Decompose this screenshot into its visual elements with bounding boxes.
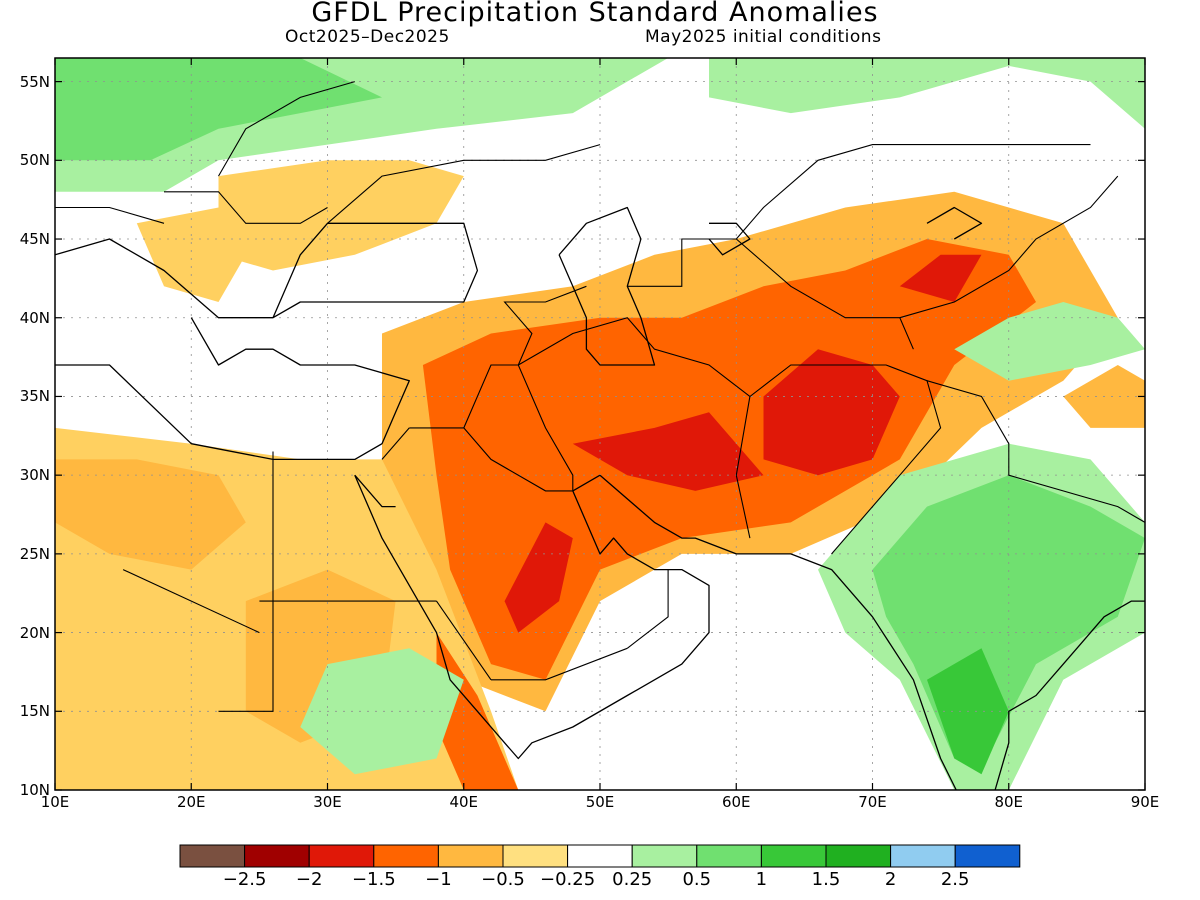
anomaly-region-afghanistan-very-dry <box>763 349 900 476</box>
colorbar-swatch <box>179 844 246 868</box>
country-border <box>381 427 410 460</box>
country-border <box>627 238 914 350</box>
lat-tick-label: 55N <box>19 72 50 91</box>
colorbar-label: 2.5 <box>940 869 970 890</box>
lat-tick-label: 35N <box>19 387 50 406</box>
coastline <box>926 206 983 240</box>
colorbar-swatch <box>954 844 1021 868</box>
lat-tick-label: 30N <box>19 466 50 485</box>
colorbar-swatch <box>825 844 892 868</box>
coastline <box>354 474 396 508</box>
colorbar-label: −1.5 <box>351 869 396 890</box>
anomaly-region-arabia-very-dry <box>504 522 573 633</box>
colorbar-label: 1 <box>755 869 768 890</box>
lon-tick-label: 30E <box>313 793 342 811</box>
colorbar-label: −1 <box>425 869 452 890</box>
colorbar-label: −2.5 <box>222 869 267 890</box>
anomaly-region-iraq-iran-very-dry <box>572 412 764 491</box>
lat-tick-label: 20N <box>19 623 50 642</box>
lon-tick-label: 90E <box>1130 793 1160 811</box>
anomaly-fill-layer <box>55 58 1145 790</box>
colorbar-swatch <box>308 844 375 868</box>
country-border <box>327 144 601 224</box>
anomaly-region-europe-north-wet-core <box>55 58 382 161</box>
country-border <box>164 191 328 224</box>
lat-tick-label: 40N <box>19 308 50 327</box>
lon-tick-label: 50E <box>585 793 615 811</box>
coastline <box>558 206 656 366</box>
colorbar-swatch <box>244 844 310 868</box>
lon-tick-label: 20E <box>176 793 206 811</box>
colorbar-label: 0.25 <box>612 869 653 890</box>
coastline <box>994 600 1145 790</box>
colorbar-swatch <box>696 844 762 868</box>
coastline <box>354 474 710 760</box>
anomaly-region-balkans-dry <box>136 207 246 302</box>
coastline <box>599 474 957 790</box>
season-subtitle: Oct2025–Dec2025 <box>285 27 450 47</box>
lon-tick-label: 60E <box>721 793 751 811</box>
country-border <box>55 206 165 224</box>
anomaly-region-siberia-wet <box>709 58 1145 129</box>
colorbar-swatch <box>567 844 633 868</box>
anomaly-region-kazakhstan-very-dry <box>899 254 982 302</box>
country-border <box>463 427 573 492</box>
lat-tick-label: 45N <box>19 230 50 249</box>
map-title: GFDL Precipitation Standard Anomalies <box>311 0 879 28</box>
colorbar-swatch <box>373 844 439 868</box>
anomaly-region-ethiopia-wet <box>300 648 464 775</box>
colorbar-label: −0.25 <box>540 869 596 890</box>
axis-ticks <box>54 58 1146 791</box>
colorbar-label: 1.5 <box>811 869 841 890</box>
country-border <box>218 601 274 712</box>
coastline <box>708 222 751 256</box>
lon-tick-label: 80E <box>994 793 1024 811</box>
lat-tick-label: 25N <box>19 544 50 563</box>
colorbar-swatch <box>631 844 698 868</box>
lat-tick-label: 10N <box>19 781 50 799</box>
coastlines-and-borders <box>55 81 1145 790</box>
country-border <box>518 317 751 539</box>
lat-tick-label: 50N <box>19 151 50 170</box>
country-border <box>626 569 669 649</box>
colorbar-swatch <box>437 844 504 868</box>
colorbar-swatch <box>890 844 956 868</box>
country-border <box>926 380 1145 523</box>
colorbar-label: −0.5 <box>481 869 525 890</box>
country-border <box>899 175 1119 319</box>
country-border <box>735 144 1091 240</box>
coastline <box>55 222 479 319</box>
lat-tick-label: 15N <box>19 702 50 721</box>
init-conditions-subtitle: May2025 initial conditions <box>645 27 882 47</box>
colorbar-label: −2 <box>295 869 323 890</box>
anomaly-region-europe-central-dry <box>218 160 464 271</box>
anomaly-region-africa-dry-core <box>55 459 246 570</box>
colorbar <box>179 844 1021 868</box>
country-border <box>218 81 355 177</box>
lon-tick-label: 40E <box>449 793 479 811</box>
lon-tick-label: 10E <box>40 793 70 811</box>
colorbar-swatch <box>760 844 827 868</box>
country-border <box>503 285 587 366</box>
country-border <box>122 569 260 634</box>
country-border <box>491 647 628 681</box>
colorbar-swatch <box>502 844 569 868</box>
colorbar-label: 0.5 <box>682 869 712 890</box>
country-border <box>436 600 492 681</box>
anomaly-region-tibet-wet <box>954 302 1145 381</box>
lon-tick-label: 70E <box>858 793 887 811</box>
coastline <box>55 317 410 461</box>
colorbar-label: 2 <box>884 869 897 890</box>
